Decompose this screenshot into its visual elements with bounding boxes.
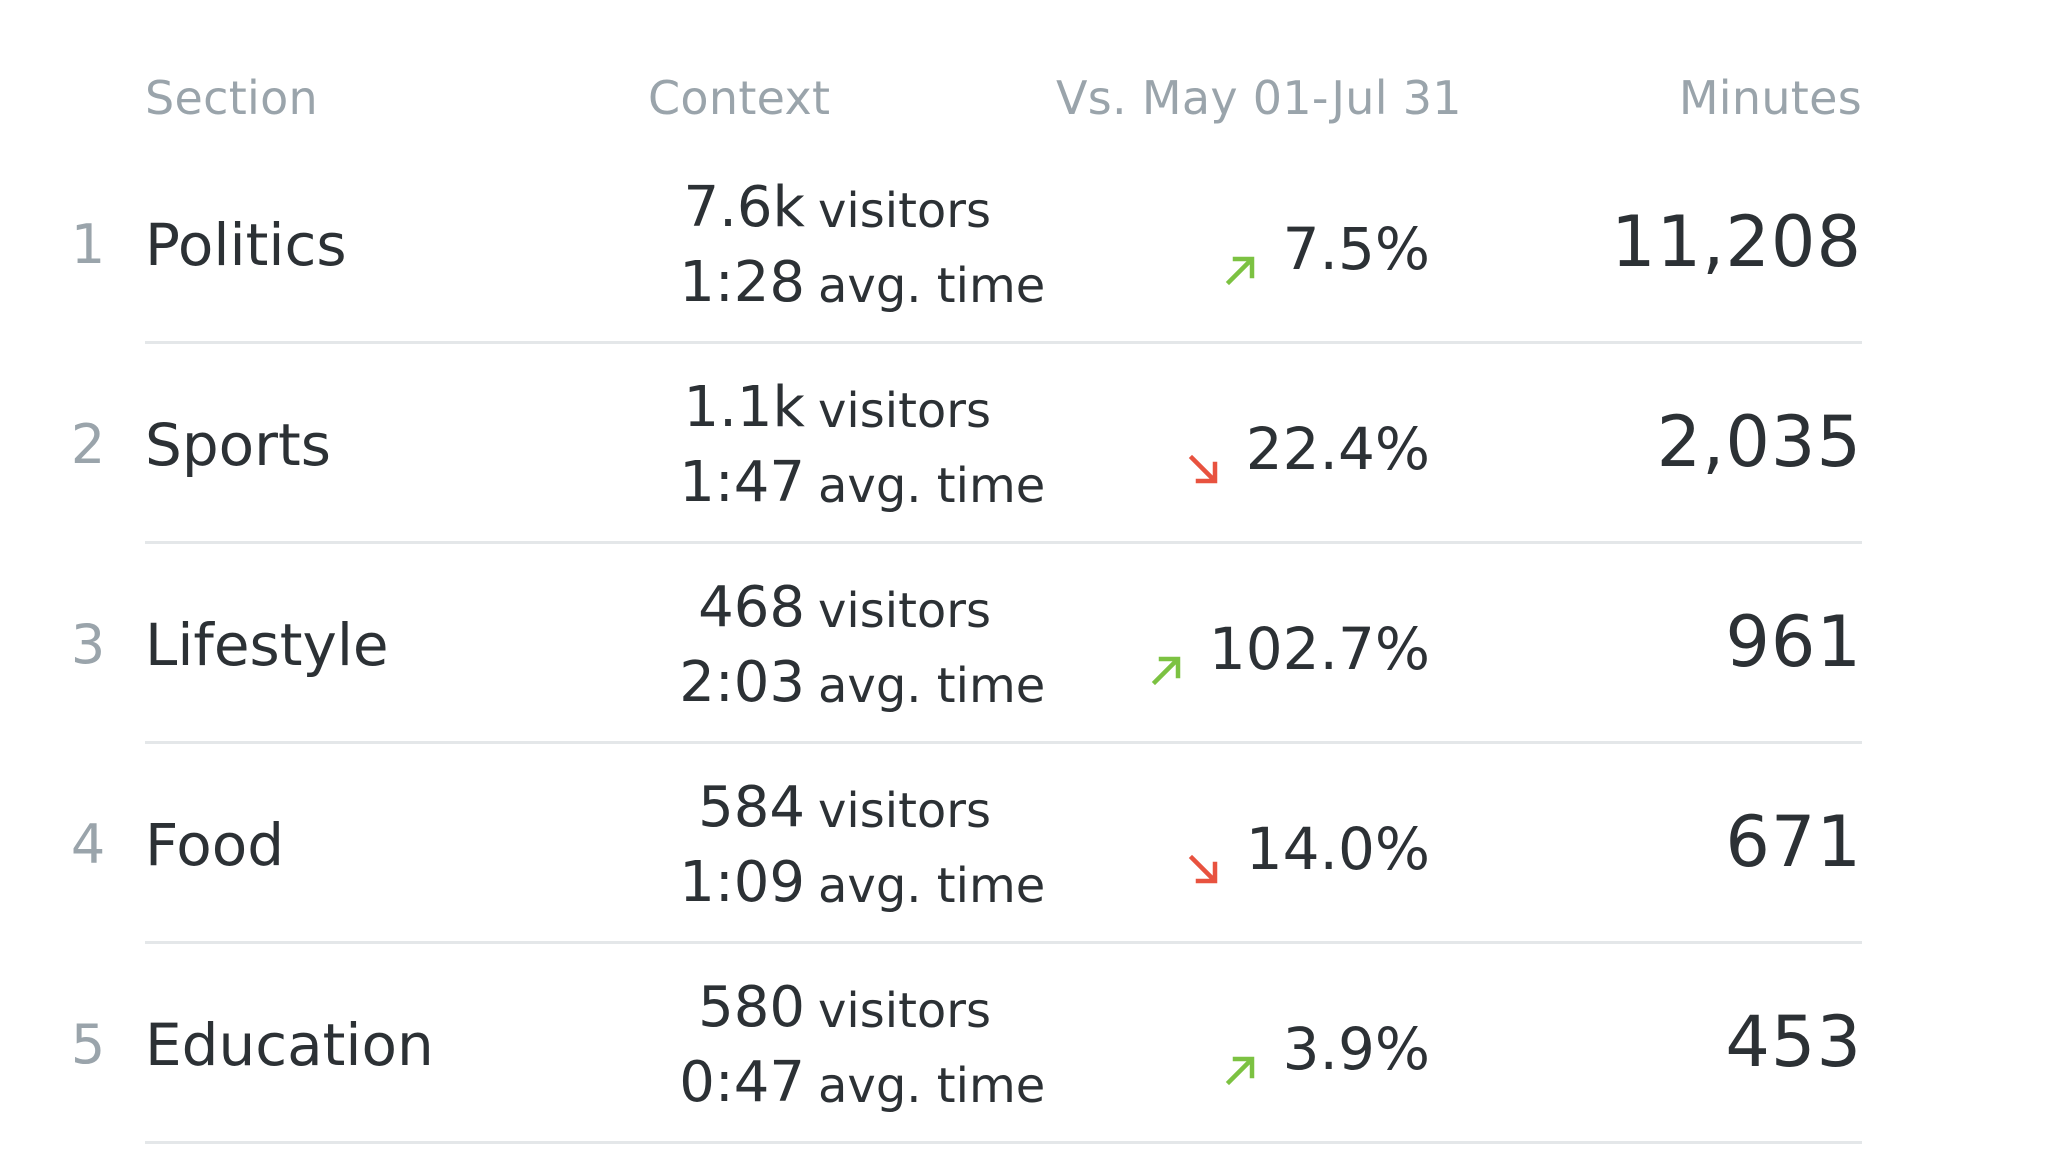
minutes-value: 2,035	[1656, 401, 1862, 483]
change-cell: 3.9%	[1221, 1000, 1430, 1090]
table-row[interactable]: 2 Sports 1.1k visitors 1:47 avg. time 22.4% 2,0…	[0, 346, 2048, 544]
table-row[interactable]: 1 Politics 7.6k visitors 1:28 avg. time 7.5% 11…	[0, 146, 2048, 344]
row-divider	[145, 941, 1862, 944]
row-rank: 1	[70, 213, 106, 276]
column-header-comparison[interactable]: Vs. May 01-Jul 31	[1056, 71, 1462, 125]
context-cell: 468 visitors 2:03 avg. time	[640, 570, 1045, 720]
arrow-stroke	[1225, 1056, 1254, 1086]
visitors-label: visitors	[818, 583, 992, 639]
arrow-down-right-icon	[1184, 425, 1224, 484]
section-name[interactable]: Sports	[145, 411, 331, 479]
avg-time-label: avg. time	[818, 458, 1046, 514]
visitors-label: visitors	[818, 983, 992, 1039]
visitors-line: 584 visitors	[640, 770, 1040, 845]
avg-time-line: 2:03 avg. time	[640, 645, 1045, 720]
row-rank: 5	[70, 1013, 106, 1076]
avg-time-line: 1:28 avg. time	[640, 245, 1045, 320]
minutes-value: 961	[1725, 601, 1862, 683]
avg-time-label: avg. time	[818, 258, 1046, 314]
visitors-count: 7.6k	[683, 175, 806, 240]
avg-time-value: 1:28	[679, 250, 805, 315]
row-rank: 4	[70, 813, 106, 876]
row-rank: 2	[70, 413, 106, 476]
avg-time-value: 1:09	[679, 850, 805, 915]
context-cell: 1.1k visitors 1:47 avg. time	[640, 370, 1045, 520]
visitors-label: visitors	[818, 183, 992, 239]
row-rank: 3	[70, 613, 106, 676]
visitors-line: 1.1k visitors	[640, 370, 1040, 445]
visitors-count: 468	[698, 575, 805, 640]
arrow-stroke	[1188, 454, 1217, 484]
minutes-value: 453	[1725, 1001, 1862, 1083]
row-divider	[145, 341, 1862, 344]
row-divider	[145, 1141, 1862, 1144]
avg-time-label: avg. time	[818, 1058, 1046, 1114]
arrow-up-right-icon	[1221, 1025, 1261, 1086]
arrow-stroke	[1188, 854, 1217, 884]
change-percent: 7.5%	[1282, 214, 1430, 283]
change-percent: 22.4%	[1245, 414, 1430, 483]
arrow-up-right-icon	[1147, 625, 1187, 686]
arrow-stroke	[1151, 656, 1181, 686]
visitors-count: 580	[698, 975, 805, 1040]
column-header-minutes[interactable]: Minutes	[1678, 71, 1862, 125]
visitors-label: visitors	[818, 783, 992, 839]
avg-time-line: 1:47 avg. time	[640, 445, 1045, 520]
context-cell: 7.6k visitors 1:28 avg. time	[640, 170, 1045, 320]
avg-time-value: 0:47	[679, 1050, 805, 1115]
column-header-context[interactable]: Context	[648, 71, 831, 125]
visitors-label: visitors	[818, 383, 992, 439]
row-divider	[145, 741, 1862, 744]
minutes-value: 671	[1725, 801, 1862, 883]
avg-time-line: 0:47 avg. time	[640, 1045, 1045, 1120]
avg-time-label: avg. time	[818, 858, 1046, 914]
avg-time-value: 1:47	[679, 450, 805, 515]
section-name[interactable]: Politics	[145, 211, 347, 279]
arrow-stroke	[1225, 256, 1254, 286]
avg-time-line: 1:09 avg. time	[640, 845, 1045, 920]
change-percent: 102.7%	[1208, 614, 1430, 683]
change-percent: 14.0%	[1245, 814, 1430, 883]
change-percent: 3.9%	[1282, 1014, 1430, 1083]
visitors-line: 468 visitors	[640, 570, 1040, 645]
minutes-value: 11,208	[1611, 201, 1862, 283]
table-header: Section Context Vs. May 01-Jul 31 Minute…	[0, 68, 2048, 128]
change-cell: 7.5%	[1221, 200, 1430, 290]
section-name[interactable]: Education	[145, 1011, 434, 1079]
arrow-up-right-icon	[1221, 225, 1261, 286]
visitors-line: 580 visitors	[640, 970, 1040, 1045]
change-cell: 102.7%	[1147, 600, 1430, 690]
context-cell: 580 visitors 0:47 avg. time	[640, 970, 1045, 1120]
visitors-line: 7.6k visitors	[640, 170, 1040, 245]
change-cell: 22.4%	[1184, 400, 1430, 490]
section-name[interactable]: Lifestyle	[145, 611, 389, 679]
visitors-count: 584	[698, 775, 805, 840]
change-cell: 14.0%	[1184, 800, 1430, 890]
table-row[interactable]: 5 Education 580 visitors 0:47 avg. time 3.9% 45…	[0, 946, 2048, 1144]
column-header-section[interactable]: Section	[145, 71, 319, 125]
avg-time-label: avg. time	[818, 658, 1046, 714]
table-row[interactable]: 4 Food 584 visitors 1:09 avg. time 14.0% 671	[0, 746, 2048, 944]
visitors-count: 1.1k	[683, 375, 806, 440]
arrow-down-right-icon	[1184, 825, 1224, 884]
context-cell: 584 visitors 1:09 avg. time	[640, 770, 1045, 920]
row-divider	[145, 541, 1862, 544]
section-name[interactable]: Food	[145, 811, 285, 879]
avg-time-value: 2:03	[679, 650, 805, 715]
table-row[interactable]: 3 Lifestyle 468 visitors 2:03 avg. time 102.7%…	[0, 546, 2048, 744]
